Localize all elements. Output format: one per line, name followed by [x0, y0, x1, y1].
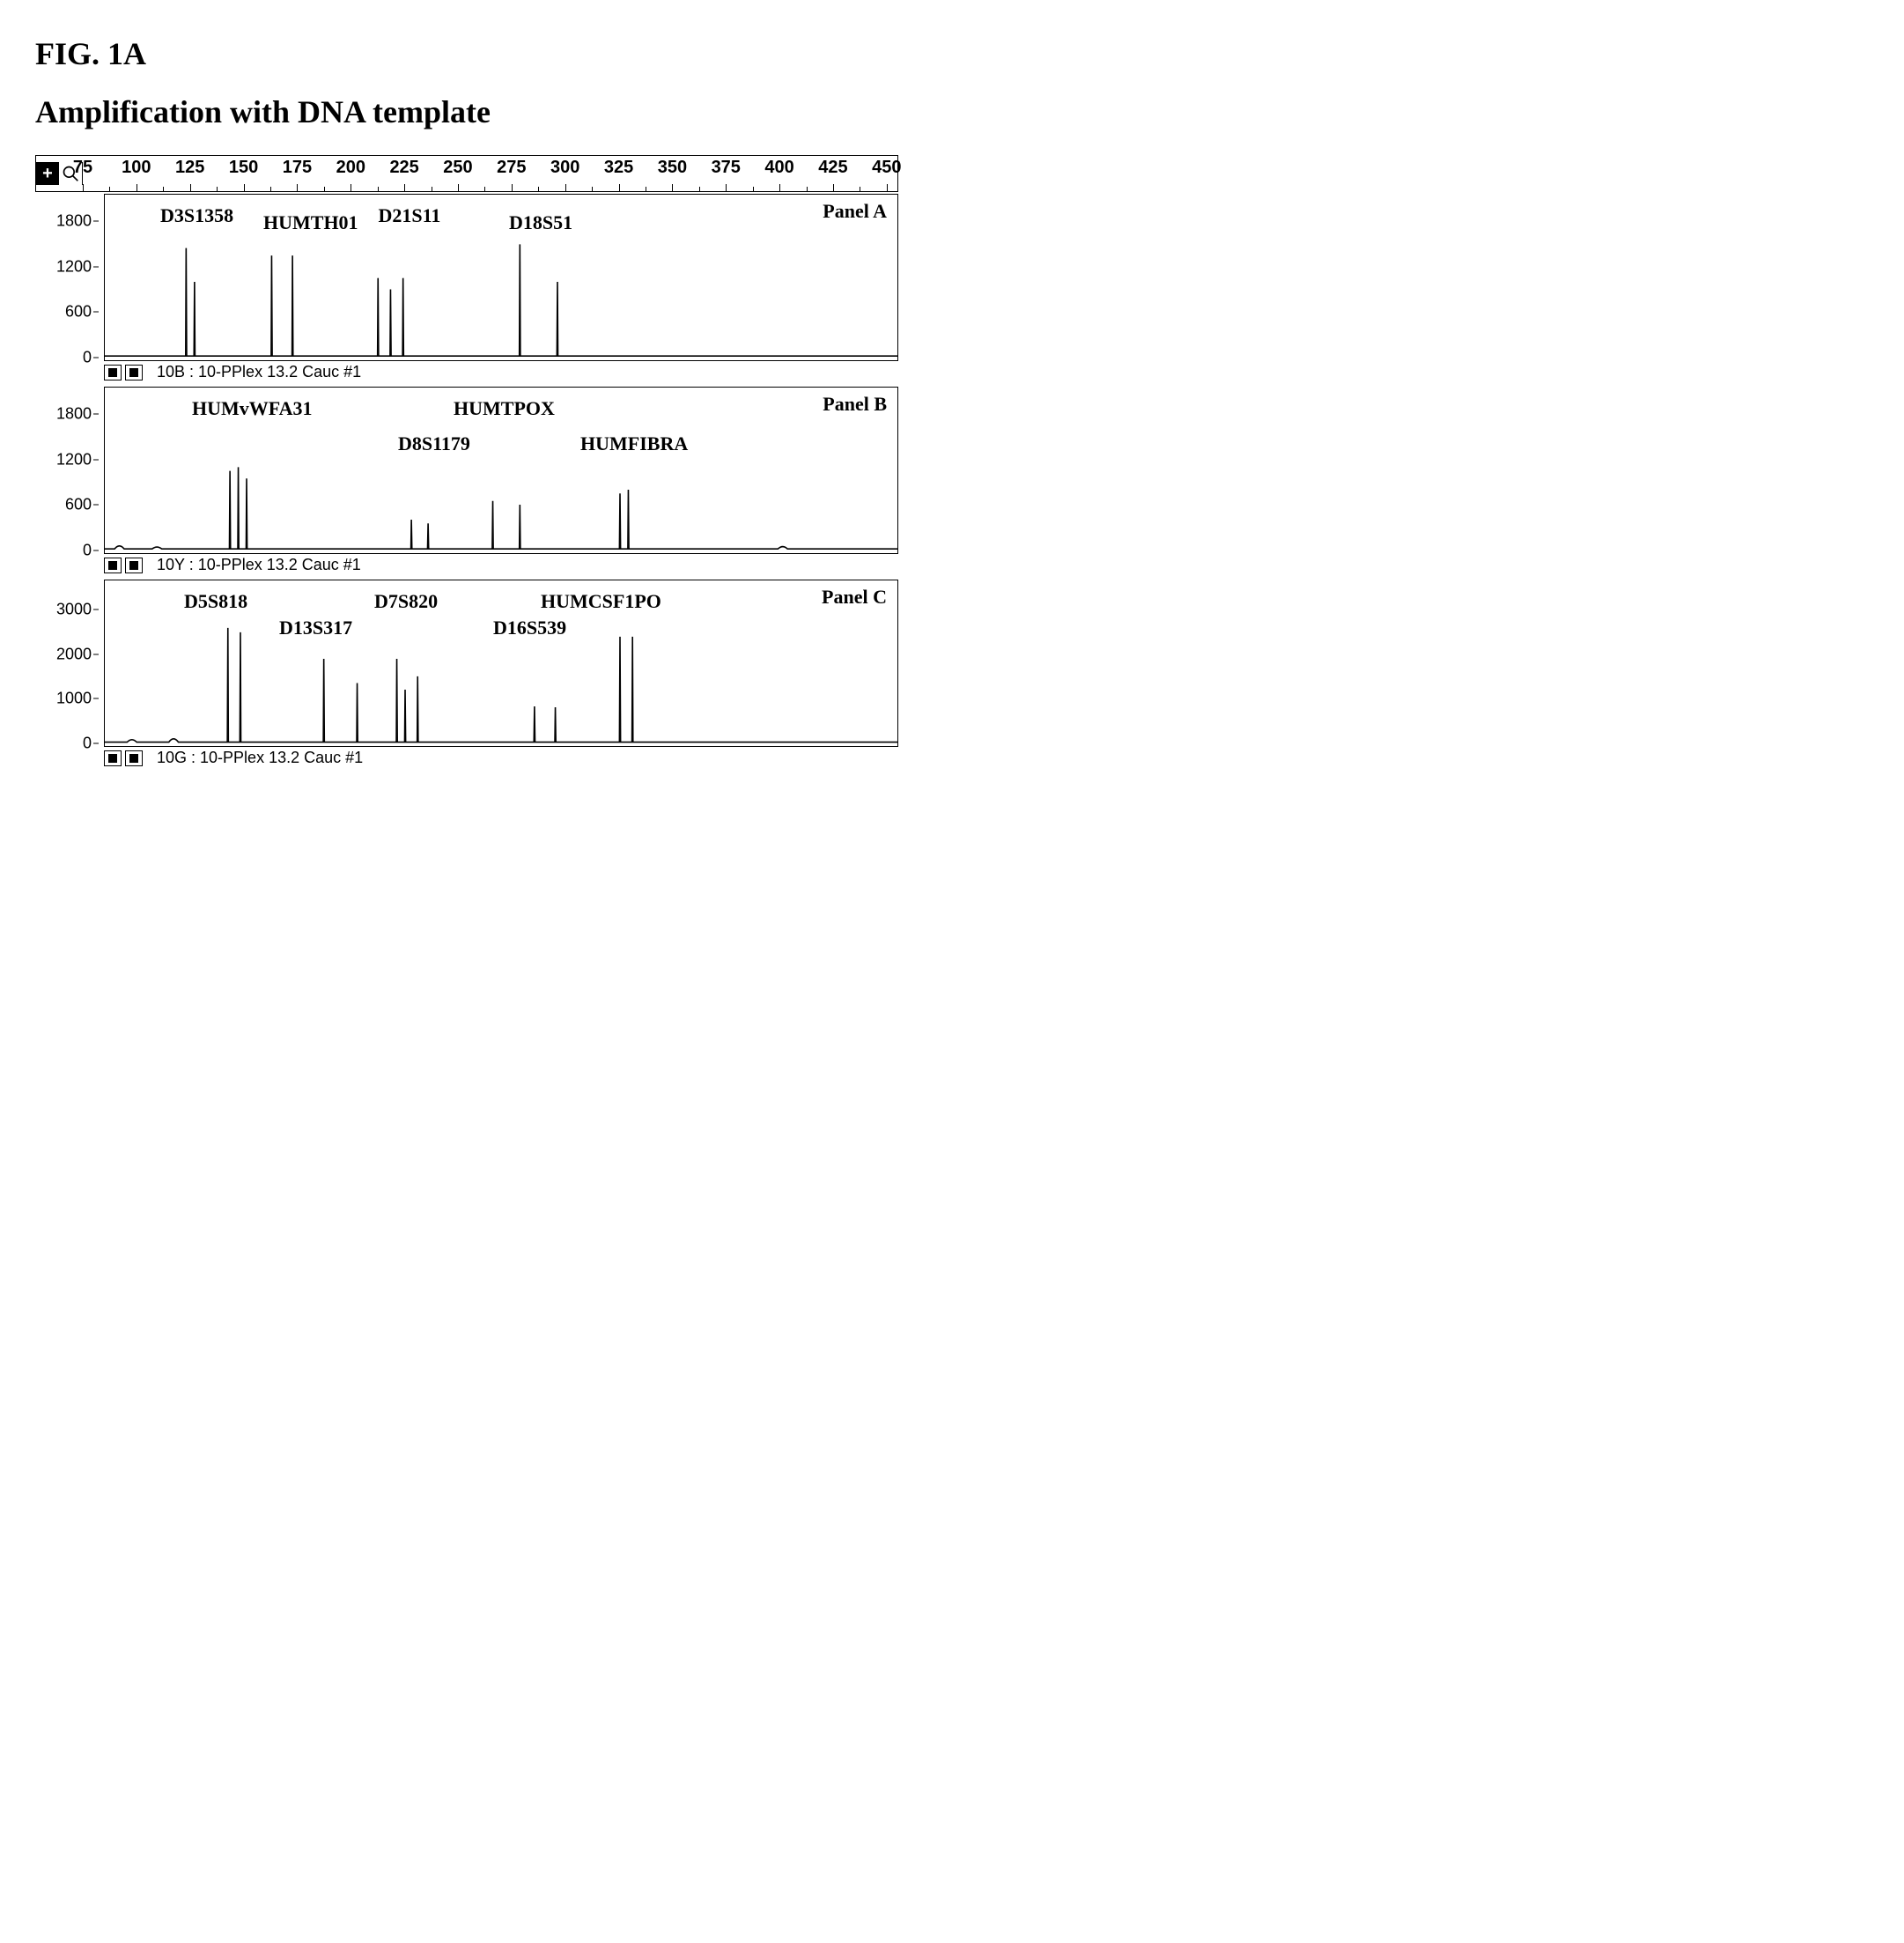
plot-area: Panel A D3S1358 HUMTH01 D21S11 D18S51 — [104, 194, 898, 361]
locus-label: D5S818 — [184, 590, 247, 613]
locus-label: HUMTH01 — [263, 211, 358, 234]
ruler-tick-label: 275 — [497, 158, 526, 178]
legend-swatch — [104, 558, 122, 573]
ruler-tick — [619, 184, 620, 191]
legend-swatch — [104, 750, 122, 766]
locus-label: D7S820 — [374, 590, 438, 613]
panel-footer: 10B : 10-PPlex 13.2 Cauc #1 — [104, 363, 898, 381]
legend-swatch — [125, 558, 143, 573]
ruler-tick-label: 425 — [818, 158, 847, 178]
panel-footer-text: 10B : 10-PPlex 13.2 Cauc #1 — [157, 363, 361, 381]
ruler-tick-label: 225 — [389, 158, 418, 178]
y-tick-label: 0 — [83, 735, 99, 753]
figure-label: FIG. 1A — [35, 35, 1869, 72]
x-axis-ruler: 7510012515017520022525027530032535037540… — [83, 156, 897, 191]
ruler-tick-label: 250 — [443, 158, 472, 178]
ruler-tick-label: 325 — [604, 158, 633, 178]
ruler-tick — [83, 184, 84, 191]
y-tick-label: 1000 — [56, 690, 99, 708]
ruler-tick-label: 100 — [122, 158, 151, 178]
ruler-tick — [404, 184, 405, 191]
ruler-tick-label: 125 — [175, 158, 204, 178]
ruler-tick — [458, 184, 459, 191]
y-tick-label: 1800 — [56, 405, 99, 424]
chart-container: + 75 100 125 150 175 200 225 250 275 300 325 350 375… — [35, 155, 898, 767]
panel-A: 060012001800Panel AD3S1358HUMTH01D21S11D… — [35, 194, 898, 361]
plot-area: Panel C D5S818 D7S820 HUMCSF1PO D13S317 D16S5… — [104, 580, 898, 747]
ruler-tick-label: 75 — [73, 158, 92, 178]
ruler-tick-label: 300 — [550, 158, 579, 178]
ruler-tick — [833, 184, 834, 191]
locus-label: D3S1358 — [160, 204, 233, 227]
panel-footer: 10G : 10-PPlex 13.2 Cauc #1 — [104, 749, 898, 767]
ruler-tick — [565, 184, 566, 191]
y-axis: 0100020003000 — [35, 580, 104, 747]
locus-label: D21S11 — [379, 204, 441, 227]
ruler-tick — [190, 184, 191, 191]
figure-title: Amplification with DNA template — [35, 93, 1869, 130]
locus-label: HUMvWFA31 — [192, 397, 312, 420]
ruler-tick-label: 450 — [872, 158, 901, 178]
y-tick-label: 600 — [65, 496, 99, 514]
legend-swatch — [125, 365, 143, 380]
y-tick-label: 1200 — [56, 257, 99, 276]
ruler-tick-label: 175 — [283, 158, 312, 178]
ruler-tick-label: 150 — [229, 158, 258, 178]
add-icon[interactable]: + — [36, 162, 59, 185]
locus-label: HUMFIBRA — [580, 432, 688, 455]
y-tick-label: 2000 — [56, 645, 99, 663]
ruler-tick — [672, 184, 673, 191]
ruler-tick — [779, 184, 780, 191]
locus-label: D13S317 — [279, 617, 352, 639]
locus-label: D8S1179 — [398, 432, 470, 455]
legend-swatch — [125, 750, 143, 766]
locus-label: D18S51 — [509, 211, 572, 234]
panel-footer-text: 10Y : 10-PPlex 13.2 Cauc #1 — [157, 556, 361, 574]
y-tick-label: 1800 — [56, 212, 99, 231]
ruler-tick — [726, 184, 727, 191]
y-axis: 060012001800 — [35, 194, 104, 361]
legend-swatch — [104, 365, 122, 380]
ruler-tick — [297, 184, 298, 191]
y-tick-label: 3000 — [56, 601, 99, 619]
toolbar-ruler: + 75 100 125 150 175 200 225 250 275 300 325 350 375… — [35, 155, 898, 192]
panel-title: Panel C — [822, 586, 887, 609]
ruler-tick-label: 350 — [658, 158, 687, 178]
panel-footer-text: 10G : 10-PPlex 13.2 Cauc #1 — [157, 749, 363, 767]
panel-title: Panel A — [823, 200, 887, 223]
panel-title: Panel B — [823, 393, 887, 416]
plot-area: Panel B HUMvWFA31 HUMTPOX D8S1179 HUMFIBRA — [104, 387, 898, 554]
ruler-tick-label: 375 — [712, 158, 741, 178]
panel-footer: 10Y : 10-PPlex 13.2 Cauc #1 — [104, 556, 898, 574]
y-tick-label: 0 — [83, 349, 99, 367]
y-tick-label: 600 — [65, 303, 99, 321]
y-tick-label: 1200 — [56, 450, 99, 469]
ruler-tick — [244, 184, 245, 191]
ruler-tick-label: 400 — [764, 158, 793, 178]
ruler-tick — [887, 184, 888, 191]
locus-label: D16S539 — [493, 617, 566, 639]
ruler-tick-label: 200 — [336, 158, 365, 178]
y-tick-label: 0 — [83, 542, 99, 560]
panel-C: 0100020003000Panel CD5S818D7S820HUMCSF1P… — [35, 580, 898, 747]
y-axis: 060012001800 — [35, 387, 104, 554]
ruler-tick — [512, 184, 513, 191]
locus-label: HUMCSF1PO — [541, 590, 661, 613]
panel-B: 060012001800Panel BHUMvWFA31HUMTPOXD8S11… — [35, 387, 898, 554]
locus-label: HUMTPOX — [454, 397, 555, 420]
